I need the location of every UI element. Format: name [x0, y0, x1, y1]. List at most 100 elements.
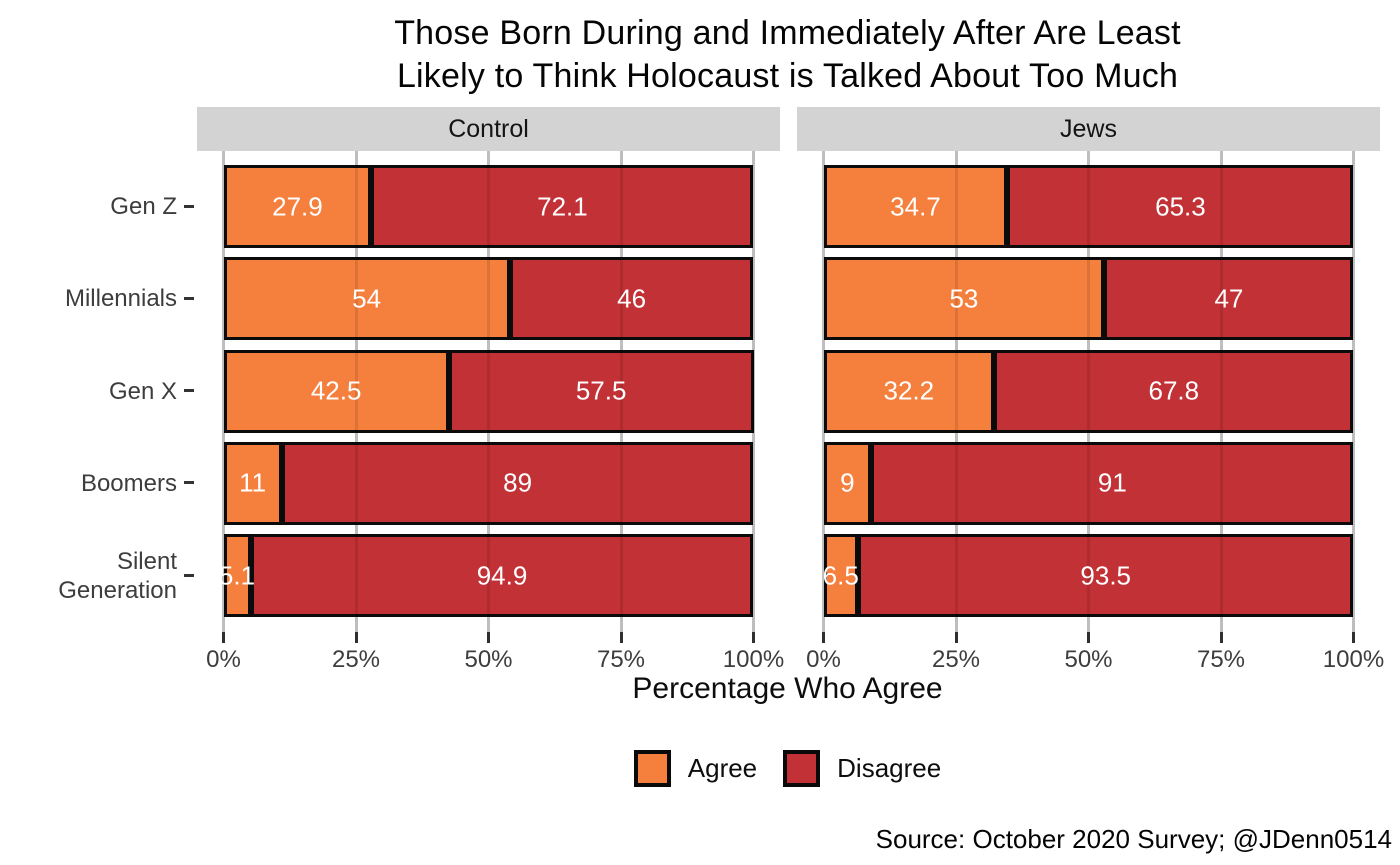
chart-title: Those Born During and Immediately After … — [180, 12, 1395, 98]
bar-segment-agree: 5.1 — [219, 534, 255, 618]
x-tick-label: 25% — [331, 646, 381, 673]
bar-segment-disagree: 93.5 — [857, 534, 1354, 618]
bar-value-label: 46 — [617, 283, 647, 314]
bar-segment-disagree: 89 — [281, 441, 754, 525]
x-tick-label: 75% — [596, 646, 646, 673]
y-axis-labels: Gen Z Millennials Gen X Boomers Silent Gener… — [0, 151, 197, 632]
x-tick-label: 75% — [1196, 646, 1246, 673]
y-axis-label: Gen Z — [0, 165, 197, 248]
x-axis-jews: 0% 25% 50% 75% 100% — [797, 632, 1384, 678]
x-tick-label: 50% — [464, 646, 513, 673]
bar-row-gen-x: 32.2 67.8 — [823, 349, 1354, 433]
bar-row-silent-generation: 6.5 93.5 — [822, 534, 1354, 618]
x-tick-label: 100% — [1322, 646, 1385, 673]
bar-value-label: 54 — [352, 283, 382, 314]
bar-row-gen-z: 34.7 65.3 — [823, 165, 1354, 248]
bar-value-label: 27.9 — [272, 191, 323, 221]
bar-segment-disagree: 46 — [509, 257, 754, 341]
x-tick — [1087, 632, 1090, 643]
x-tick — [222, 632, 225, 643]
bar-segment-disagree: 57.5 — [448, 349, 754, 433]
facet-strip-jews-label: Jews — [1060, 114, 1117, 143]
bar-row-millennials: 54 46 — [223, 257, 754, 341]
y-axis-label: Gen X — [0, 350, 197, 433]
legend: Agree Disagree — [180, 745, 1395, 791]
chart-title-line2: Likely to Think Holocaust is Talked Abou… — [396, 57, 1179, 95]
bar-value-label: 72.1 — [537, 191, 588, 221]
x-tick — [1352, 632, 1355, 643]
x-tick — [487, 632, 490, 643]
legend-label-disagree: Disagree — [837, 752, 942, 783]
x-tick-label: 100% — [722, 646, 785, 673]
x-tick — [1219, 632, 1223, 643]
legend-swatch-agree — [633, 749, 671, 787]
bar-segment-disagree: 72.1 — [371, 165, 754, 248]
y-tick — [184, 481, 194, 485]
bar-value-label: 57.5 — [575, 375, 627, 406]
x-axis-control: 0% 25% 50% 75% 100% — [197, 632, 784, 678]
bar-value-label: 6.5 — [822, 560, 859, 591]
y-axis-label: Silent Generation — [0, 534, 197, 617]
bar-value-label: 89 — [503, 467, 533, 498]
bar-row-boomers: 11 89 — [223, 441, 754, 525]
bar-segment-disagree: 65.3 — [1007, 165, 1354, 248]
bar-segment-agree: 27.9 — [223, 165, 372, 248]
y-tick — [184, 204, 194, 208]
legend-key-agree: Agree — [633, 749, 758, 787]
bar-row-boomers: 9 91 — [823, 441, 1354, 525]
bar-value-label: 34.7 — [890, 191, 941, 221]
legend-swatch-disagree — [783, 749, 821, 787]
bar-segment-agree: 42.5 — [223, 349, 449, 433]
legend-label-agree: Agree — [687, 752, 758, 783]
bar-segment-disagree: 91 — [871, 441, 1354, 525]
x-tick-label: 50% — [1064, 646, 1113, 673]
bar-segment-disagree: 67.8 — [994, 349, 1354, 433]
facet-strip-control-label: Control — [448, 114, 529, 143]
bar-value-label: 65.3 — [1155, 191, 1206, 221]
y-tick — [184, 296, 194, 300]
gridline — [1352, 151, 1355, 632]
x-tick — [752, 632, 755, 643]
source-credit: Source: October 2020 Survey; @JDenn0514 — [875, 824, 1392, 854]
bar-segment-agree: 34.7 — [823, 165, 1008, 248]
x-tick-label: 0% — [206, 646, 241, 673]
facet-strip-control: Control — [197, 107, 780, 151]
y-axis-label: Boomers — [0, 442, 197, 525]
bar-segment-agree: 53 — [823, 257, 1105, 341]
bar-row-gen-x: 42.5 57.5 — [223, 349, 754, 433]
y-tick — [184, 389, 194, 393]
bar-segment-agree: 9 — [823, 441, 872, 525]
x-axis-title: Percentage Who Agree — [632, 672, 943, 705]
bar-value-label: 93.5 — [1080, 560, 1132, 591]
x-tick-label: 25% — [931, 646, 981, 673]
chart-title-line1: Those Born During and Immediately After … — [394, 14, 1181, 52]
bar-value-label: 47 — [1214, 283, 1244, 314]
bar-segment-disagree: 94.9 — [250, 534, 754, 618]
legend-key-disagree: Disagree — [783, 749, 942, 787]
facet-panel-control: 27.9 72.1 54 46 42.5 57.5 11 89 5.1 94.9 — [197, 151, 780, 632]
bar-value-label: 91 — [1097, 467, 1127, 498]
facet-strip-jews: Jews — [797, 107, 1380, 151]
bar-row-gen-z: 27.9 72.1 — [223, 165, 754, 248]
bar-row-millennials: 53 47 — [823, 257, 1354, 341]
bar-segment-agree: 54 — [223, 257, 510, 341]
bar-value-label: 5.1 — [218, 560, 256, 591]
x-tick — [354, 632, 358, 643]
bar-segment-agree: 11 — [223, 441, 282, 525]
gridline — [752, 151, 755, 632]
x-tick-label: 0% — [806, 646, 841, 673]
bar-segment-agree: 32.2 — [823, 349, 995, 433]
bar-row-silent-generation: 5.1 94.9 — [219, 534, 754, 618]
facet-panel-jews: 34.7 65.3 53 47 32.2 67.8 9 91 6.5 93.5 — [797, 151, 1380, 632]
bar-value-label: 9 — [840, 467, 855, 498]
x-tick — [954, 632, 958, 643]
x-tick — [822, 632, 825, 643]
bar-value-label: 32.2 — [883, 375, 935, 406]
bar-segment-agree: 6.5 — [822, 534, 859, 618]
y-axis-label: Millennials — [0, 257, 197, 340]
bar-value-label: 53 — [949, 283, 979, 314]
x-tick — [619, 632, 623, 643]
bar-value-label: 11 — [239, 467, 267, 498]
bar-value-label: 67.8 — [1148, 375, 1200, 406]
